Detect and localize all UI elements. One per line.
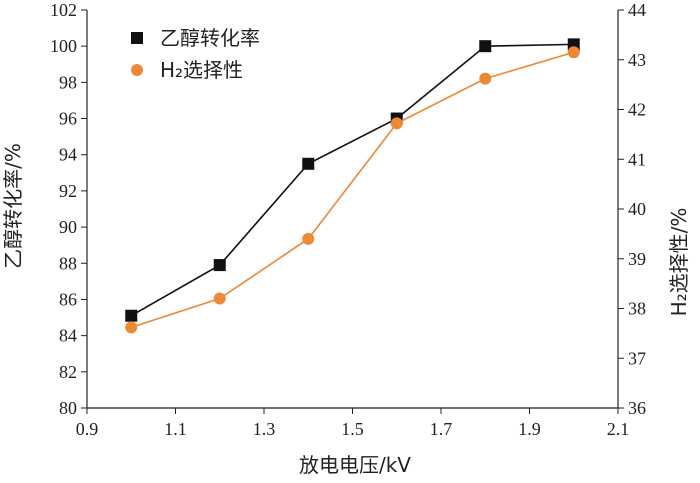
x-tick-label: 2.1	[607, 419, 630, 439]
data-point-square	[213, 259, 226, 272]
left-y-tick-label: 86	[59, 289, 77, 309]
left-y-tick-label: 82	[59, 362, 77, 382]
data-point-circle	[567, 46, 580, 59]
right-y-tick-label: 44	[628, 0, 646, 20]
right-y-tick-label: 37	[628, 348, 646, 368]
left-y-tick-label: 96	[59, 109, 77, 129]
right-y-tick-label: 39	[628, 249, 646, 269]
data-point-square	[125, 309, 138, 322]
series-line-2	[131, 51, 574, 329]
data-point-circle	[390, 117, 403, 130]
data-point-circle	[125, 321, 138, 334]
x-tick-label: 1.1	[164, 419, 187, 439]
right-y-axis-title: H₂选择性/%	[667, 208, 691, 317]
right-y-axis-ticks: 36 37 38 39 40 41 42 43 44	[618, 0, 646, 418]
right-y-tick-label: 43	[628, 50, 646, 70]
legend: 乙醇转化率 H₂选择性	[131, 26, 260, 82]
x-tick-label: 0.9	[76, 419, 99, 439]
series-line-1	[130, 43, 574, 317]
left-y-tick-label: 88	[59, 253, 77, 273]
x-tick-label: 1.9	[518, 419, 541, 439]
left-y-axis-title: 乙醇转化率/%	[1, 143, 25, 269]
left-y-tick-label: 92	[59, 181, 77, 201]
left-y-tick-label: 90	[59, 217, 77, 237]
left-y-axis-ticks: 80 82 84 86 88 90 92 94 96 98 100 102	[50, 0, 87, 418]
x-axis-title: 放电电压/kV	[299, 453, 411, 477]
left-y-tick-label: 84	[59, 326, 77, 346]
data-point-square	[302, 157, 315, 170]
right-y-tick-label: 36	[628, 398, 646, 418]
left-y-tick-label: 98	[59, 72, 77, 92]
left-y-tick-label: 94	[59, 145, 77, 165]
legend-label: H₂选择性	[160, 58, 243, 82]
x-tick-label: 1.7	[430, 419, 453, 439]
legend-label: 乙醇转化率	[160, 26, 260, 50]
left-y-tick-label: 102	[50, 0, 77, 20]
data-point-circle	[213, 292, 226, 305]
x-tick-label: 1.5	[341, 419, 364, 439]
series-layer	[125, 38, 580, 334]
left-y-tick-label: 100	[50, 36, 77, 56]
legend-marker-square	[131, 32, 143, 44]
right-y-tick-label: 42	[628, 100, 646, 120]
right-y-tick-label: 41	[628, 149, 646, 169]
x-axis-ticks: 0.9 1.1 1.3 1.5 1.7 1.9 2.1	[76, 408, 630, 439]
x-tick-label: 1.3	[253, 419, 276, 439]
data-point-circle	[302, 232, 315, 245]
right-y-tick-label: 38	[628, 299, 646, 319]
right-y-tick-label: 40	[628, 199, 646, 219]
data-point-square	[479, 40, 492, 53]
left-y-tick-label: 80	[59, 398, 77, 418]
legend-marker-circle	[131, 64, 143, 76]
data-point-circle	[479, 72, 492, 85]
